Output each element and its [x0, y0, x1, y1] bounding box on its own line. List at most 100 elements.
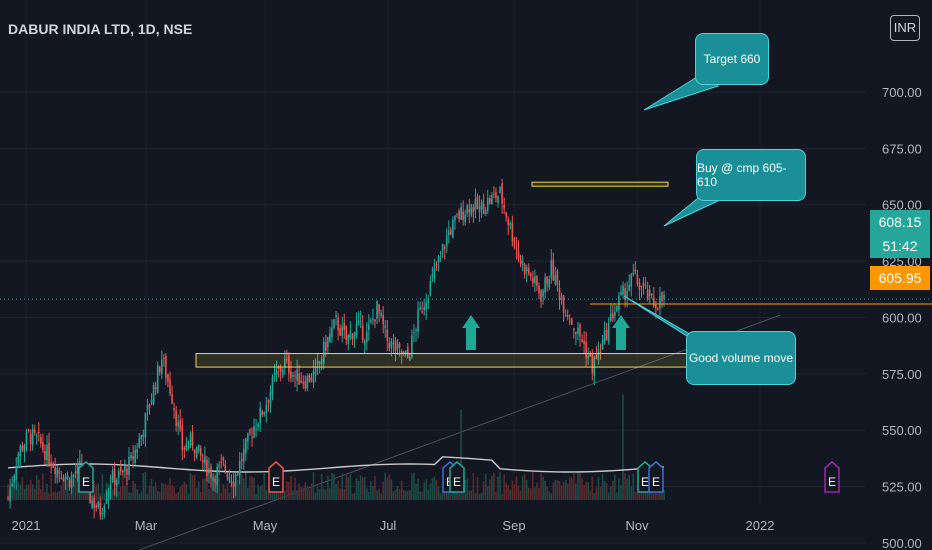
earnings-marker[interactable]: E — [449, 461, 465, 493]
currency-button[interactable]: INR — [890, 15, 920, 41]
candle-body — [648, 289, 651, 297]
candle-body — [52, 463, 54, 468]
volume-bar — [454, 487, 456, 500]
candle-body — [277, 367, 280, 369]
candle-body — [353, 332, 356, 338]
volume-bar — [480, 492, 483, 500]
candle-body — [503, 204, 505, 209]
candle-body — [158, 366, 161, 373]
trend-line — [139, 314, 781, 550]
candle-body — [91, 500, 93, 508]
candle-body — [609, 313, 612, 322]
volume-bar — [374, 476, 376, 500]
volume-bar — [402, 490, 405, 500]
volume-bar — [575, 483, 577, 500]
volume-bar — [409, 489, 411, 500]
volume-bar — [423, 482, 425, 500]
volume-bar — [376, 490, 378, 500]
volume-bar — [331, 473, 333, 500]
candle-body — [126, 468, 128, 475]
candle-body — [507, 219, 510, 225]
volume-bar — [509, 489, 512, 500]
candle-body — [546, 276, 548, 285]
candle-body — [163, 358, 165, 360]
candle-body — [238, 460, 241, 477]
candle-body — [95, 505, 97, 508]
earnings-marker[interactable]: E — [268, 461, 284, 493]
candle-body — [48, 442, 50, 465]
volume-bar — [558, 480, 561, 500]
volume-bar — [156, 490, 159, 500]
candle-body — [335, 315, 337, 317]
candle-body — [382, 315, 384, 325]
volume-bar — [7, 484, 9, 500]
candle-body — [105, 499, 108, 504]
volume-bar — [187, 493, 190, 500]
volume-bar — [240, 474, 243, 500]
candle-body — [103, 505, 106, 514]
candle-body — [624, 287, 626, 300]
candle-body — [450, 229, 452, 235]
candle-body — [577, 327, 579, 334]
volume-bar — [341, 473, 343, 500]
volume-bar — [435, 479, 438, 500]
candle-body — [548, 279, 551, 288]
volume-bar — [597, 476, 600, 500]
y-tick-label: 675.00 — [882, 141, 922, 156]
candle-body — [640, 285, 643, 288]
candle-body — [286, 358, 288, 360]
volume-bar — [458, 490, 460, 500]
earnings-marker[interactable]: E — [78, 461, 94, 493]
candle-body — [630, 274, 633, 287]
candle-body — [46, 445, 48, 461]
candle-body — [415, 330, 417, 332]
volume-bar — [245, 472, 247, 500]
candle-body — [42, 441, 44, 450]
candle-body — [31, 429, 34, 446]
candle-body — [470, 204, 473, 216]
candle-body — [148, 404, 151, 408]
candle-body — [329, 333, 331, 342]
volume-bar — [388, 474, 391, 500]
candle-body — [587, 355, 589, 358]
volume-bar — [48, 493, 50, 500]
volume-bar — [93, 480, 95, 500]
x-tick-label: Sep — [502, 518, 525, 533]
candle-body — [642, 282, 645, 286]
volume-bar — [519, 490, 522, 500]
volume-bar — [169, 477, 171, 500]
volume-bar — [183, 481, 186, 500]
volume-bar — [489, 479, 491, 500]
volume-bar — [72, 479, 75, 500]
level-tag: 605.95 — [870, 266, 930, 290]
candle-body — [454, 215, 456, 221]
candle-body — [21, 445, 24, 451]
earnings-marker[interactable]: E — [648, 461, 664, 493]
candle-body — [171, 394, 173, 404]
volume-bar — [620, 485, 622, 500]
candle-body — [566, 315, 569, 318]
volume-bar — [322, 488, 325, 500]
candle-body — [458, 210, 460, 220]
candle-body — [316, 361, 319, 365]
candle-body — [212, 477, 214, 481]
volume-bar — [593, 492, 596, 500]
volume-bar — [390, 479, 393, 500]
volume-ma-line — [7, 456, 665, 473]
x-tick-label: May — [253, 518, 278, 533]
candle-body — [308, 374, 311, 383]
candle-body — [495, 192, 497, 199]
volume-bar — [468, 490, 471, 500]
volume-bar — [495, 491, 497, 500]
y-tick-label: 650.00 — [882, 198, 922, 213]
candle-body — [251, 436, 253, 438]
volume-bar — [486, 486, 489, 500]
candle-body — [331, 327, 333, 338]
volume-bar — [255, 493, 257, 500]
earnings-marker[interactable]: E — [824, 461, 840, 493]
candle-body — [134, 450, 136, 464]
candle-body — [616, 306, 618, 312]
candle-body — [33, 429, 36, 433]
candle-body — [591, 353, 594, 373]
